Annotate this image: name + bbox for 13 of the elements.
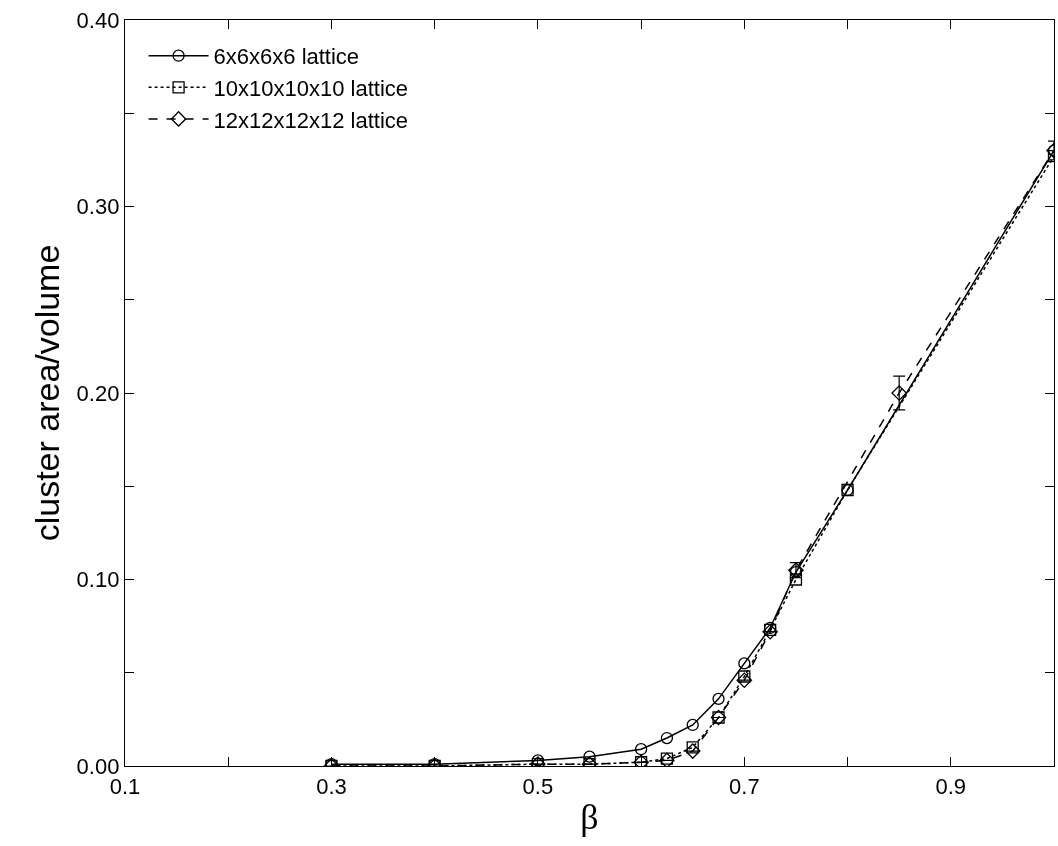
y-tick-label: 0.20 xyxy=(76,380,120,406)
x-tick-label: 0.7 xyxy=(729,773,760,799)
y-tick-label: 0.30 xyxy=(76,194,120,220)
y-axis-title: cluster area/volume xyxy=(28,244,67,542)
x-axis-title: β xyxy=(580,797,599,838)
x-tick-label: 0.9 xyxy=(935,773,967,799)
legend-label: 10x10x10x10 lattice xyxy=(213,75,409,101)
x-tick-label: 0.3 xyxy=(316,773,347,799)
legend-label: 6x6x6x6 lattice xyxy=(213,44,360,70)
y-tick-label: 0.40 xyxy=(76,7,120,33)
legend-label: 12x12x12x12 lattice xyxy=(213,107,409,133)
x-tick-label: 0.5 xyxy=(522,773,554,799)
y-tick-label: 0.10 xyxy=(76,567,120,593)
